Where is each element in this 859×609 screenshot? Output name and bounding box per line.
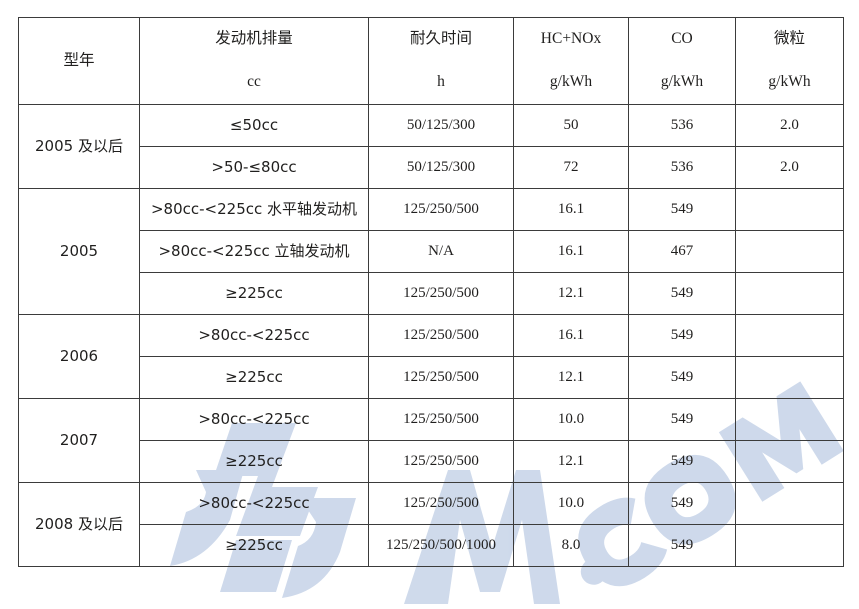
table-row: 2005 >80cc-<225cc 水平轴发动机 125/250/500 16.1 54… [18,188,844,315]
cell-displacement: >80cc-<225cc [139,482,369,525]
column-header-durability: 耐久时间 h [368,17,514,105]
cell-hc-nox: 8.0 [513,524,629,567]
emission-standards-table-container: 型年 发动机排量 cc 耐久时间 h HC+NOx [18,17,844,567]
column-header-particulate-label: 微粒 [773,29,805,47]
column-header-particulate: 微粒 g/kWh [735,17,844,105]
cell-co: 549 [628,272,736,315]
cell-hc-nox: 10.0 [513,482,629,525]
cell-displacement: >80cc-<225cc [139,398,369,441]
cell-model-year: 2007 [18,398,140,483]
cell-hc-nox: 12.1 [513,356,629,399]
cell-co: 549 [628,524,736,567]
cell-co: 549 [628,482,736,525]
cell-hc-nox: 72 [513,146,629,189]
cell-displacement: >80cc-<225cc 立轴发动机 [139,230,369,273]
cell-hc-nox: 12.1 [513,272,629,315]
cell-displacement: ≥225cc [139,440,369,483]
table-row: ≥225cc 125/250/500 12.1 549 [19,440,844,483]
cell-particulate [735,356,844,399]
cell-model-year: 2006 [18,314,140,399]
cell-displacement: >80cc-<225cc [139,314,369,357]
cell-durability: 125/250/500 [368,356,514,399]
cell-durability: 50/125/300 [368,146,514,189]
cell-durability: N/A [368,230,514,273]
cell-particulate [735,230,844,273]
cell-displacement: ≥225cc [139,356,369,399]
cell-durability: 125/250/500 [368,314,514,357]
cell-hc-nox: 10.0 [513,398,629,441]
cell-model-year: 2008 及以后 [18,482,140,567]
table-header: 型年 发动机排量 cc 耐久时间 h HC+NOx [18,17,844,105]
column-header-co-unit: g/kWh [660,72,704,90]
cell-durability: 125/250/500 [368,272,514,315]
column-header-displacement: 发动机排量 cc [139,17,369,105]
cell-hc-nox: 16.1 [513,188,629,231]
table-row: ≥225cc 125/250/500 12.1 549 [19,356,844,399]
cell-particulate [735,524,844,567]
table-row: ≥225cc 125/250/500/1000 8.0 549 [19,524,844,567]
cell-displacement: >50-≤80cc [139,146,369,189]
cell-particulate [735,398,844,441]
column-header-model-year: 型年 [18,17,140,105]
cell-hc-nox: 50 [513,104,629,147]
table-row: 2008 及以后 >80cc-<225cc 125/250/500 10.0 549 [18,482,844,567]
emission-standards-table: 型年 发动机排量 cc 耐久时间 h HC+NOx [18,17,844,567]
cell-co: 549 [628,314,736,357]
table-header-row: 型年 发动机排量 cc 耐久时间 h HC+NOx [18,17,844,105]
cell-particulate [735,482,844,525]
cell-particulate: 2.0 [735,146,844,189]
column-header-co: CO g/kWh [628,17,736,105]
cell-durability: 125/250/500 [368,440,514,483]
cell-durability: 125/250/500 [368,398,514,441]
cell-displacement: >80cc-<225cc 水平轴发动机 [139,188,369,231]
column-header-durability-label: 耐久时间 [409,29,472,47]
cell-durability: 125/250/500 [368,188,514,231]
cell-hc-nox: 12.1 [513,440,629,483]
column-header-particulate-unit: g/kWh [768,72,811,90]
cell-particulate [735,440,844,483]
cell-displacement: ≤50cc [139,104,369,147]
column-header-displacement-unit: cc [247,72,261,90]
cell-co: 549 [628,188,736,231]
table-row: 2005 及以后 ≤50cc 50/125/300 50 536 2.0 [18,104,844,189]
cell-hc-nox: 16.1 [513,314,629,357]
table-row: 2007 >80cc-<225cc 125/250/500 10.0 549 [18,398,844,483]
cell-displacement: ≥225cc [139,524,369,567]
table-row: >80cc-<225cc 立轴发动机 N/A 16.1 467 [19,230,844,273]
cell-particulate [735,272,844,315]
column-header-hc-nox-unit: g/kWh [549,72,593,90]
cell-co: 536 [628,104,736,147]
cell-co: 549 [628,440,736,483]
cell-durability: 125/250/500 [368,482,514,525]
cell-co: 549 [628,398,736,441]
cell-displacement: ≥225cc [139,272,369,315]
cell-model-year: 2005 及以后 [18,104,140,189]
cell-particulate [735,188,844,231]
table-row: >50-≤80cc 50/125/300 72 536 2.0 [19,146,844,189]
cell-hc-nox: 16.1 [513,230,629,273]
cell-particulate: 2.0 [735,104,844,147]
cell-particulate [735,314,844,357]
table-row: 2006 >80cc-<225cc 125/250/500 16.1 549 [18,314,844,399]
column-header-hc-nox: HC+NOx g/kWh [513,17,629,105]
column-header-model-year-label: 型年 [63,51,95,70]
cell-co: 536 [628,146,736,189]
column-header-co-label: CO [671,30,693,47]
column-header-hc-nox-label: HC+NOx [540,30,602,47]
cell-model-year: 2005 [18,188,140,315]
table-row: ≥225cc 125/250/500 12.1 549 [19,272,844,315]
cell-co: 549 [628,356,736,399]
table-body: 2005 及以后 ≤50cc 50/125/300 50 536 2.0 >50-≤80cc… [18,104,844,567]
cell-co: 467 [628,230,736,273]
cell-durability: 50/125/300 [368,104,514,147]
cell-durability: 125/250/500/1000 [368,524,514,567]
column-header-displacement-label: 发动机排量 [215,29,293,47]
column-header-durability-unit: h [437,72,445,90]
